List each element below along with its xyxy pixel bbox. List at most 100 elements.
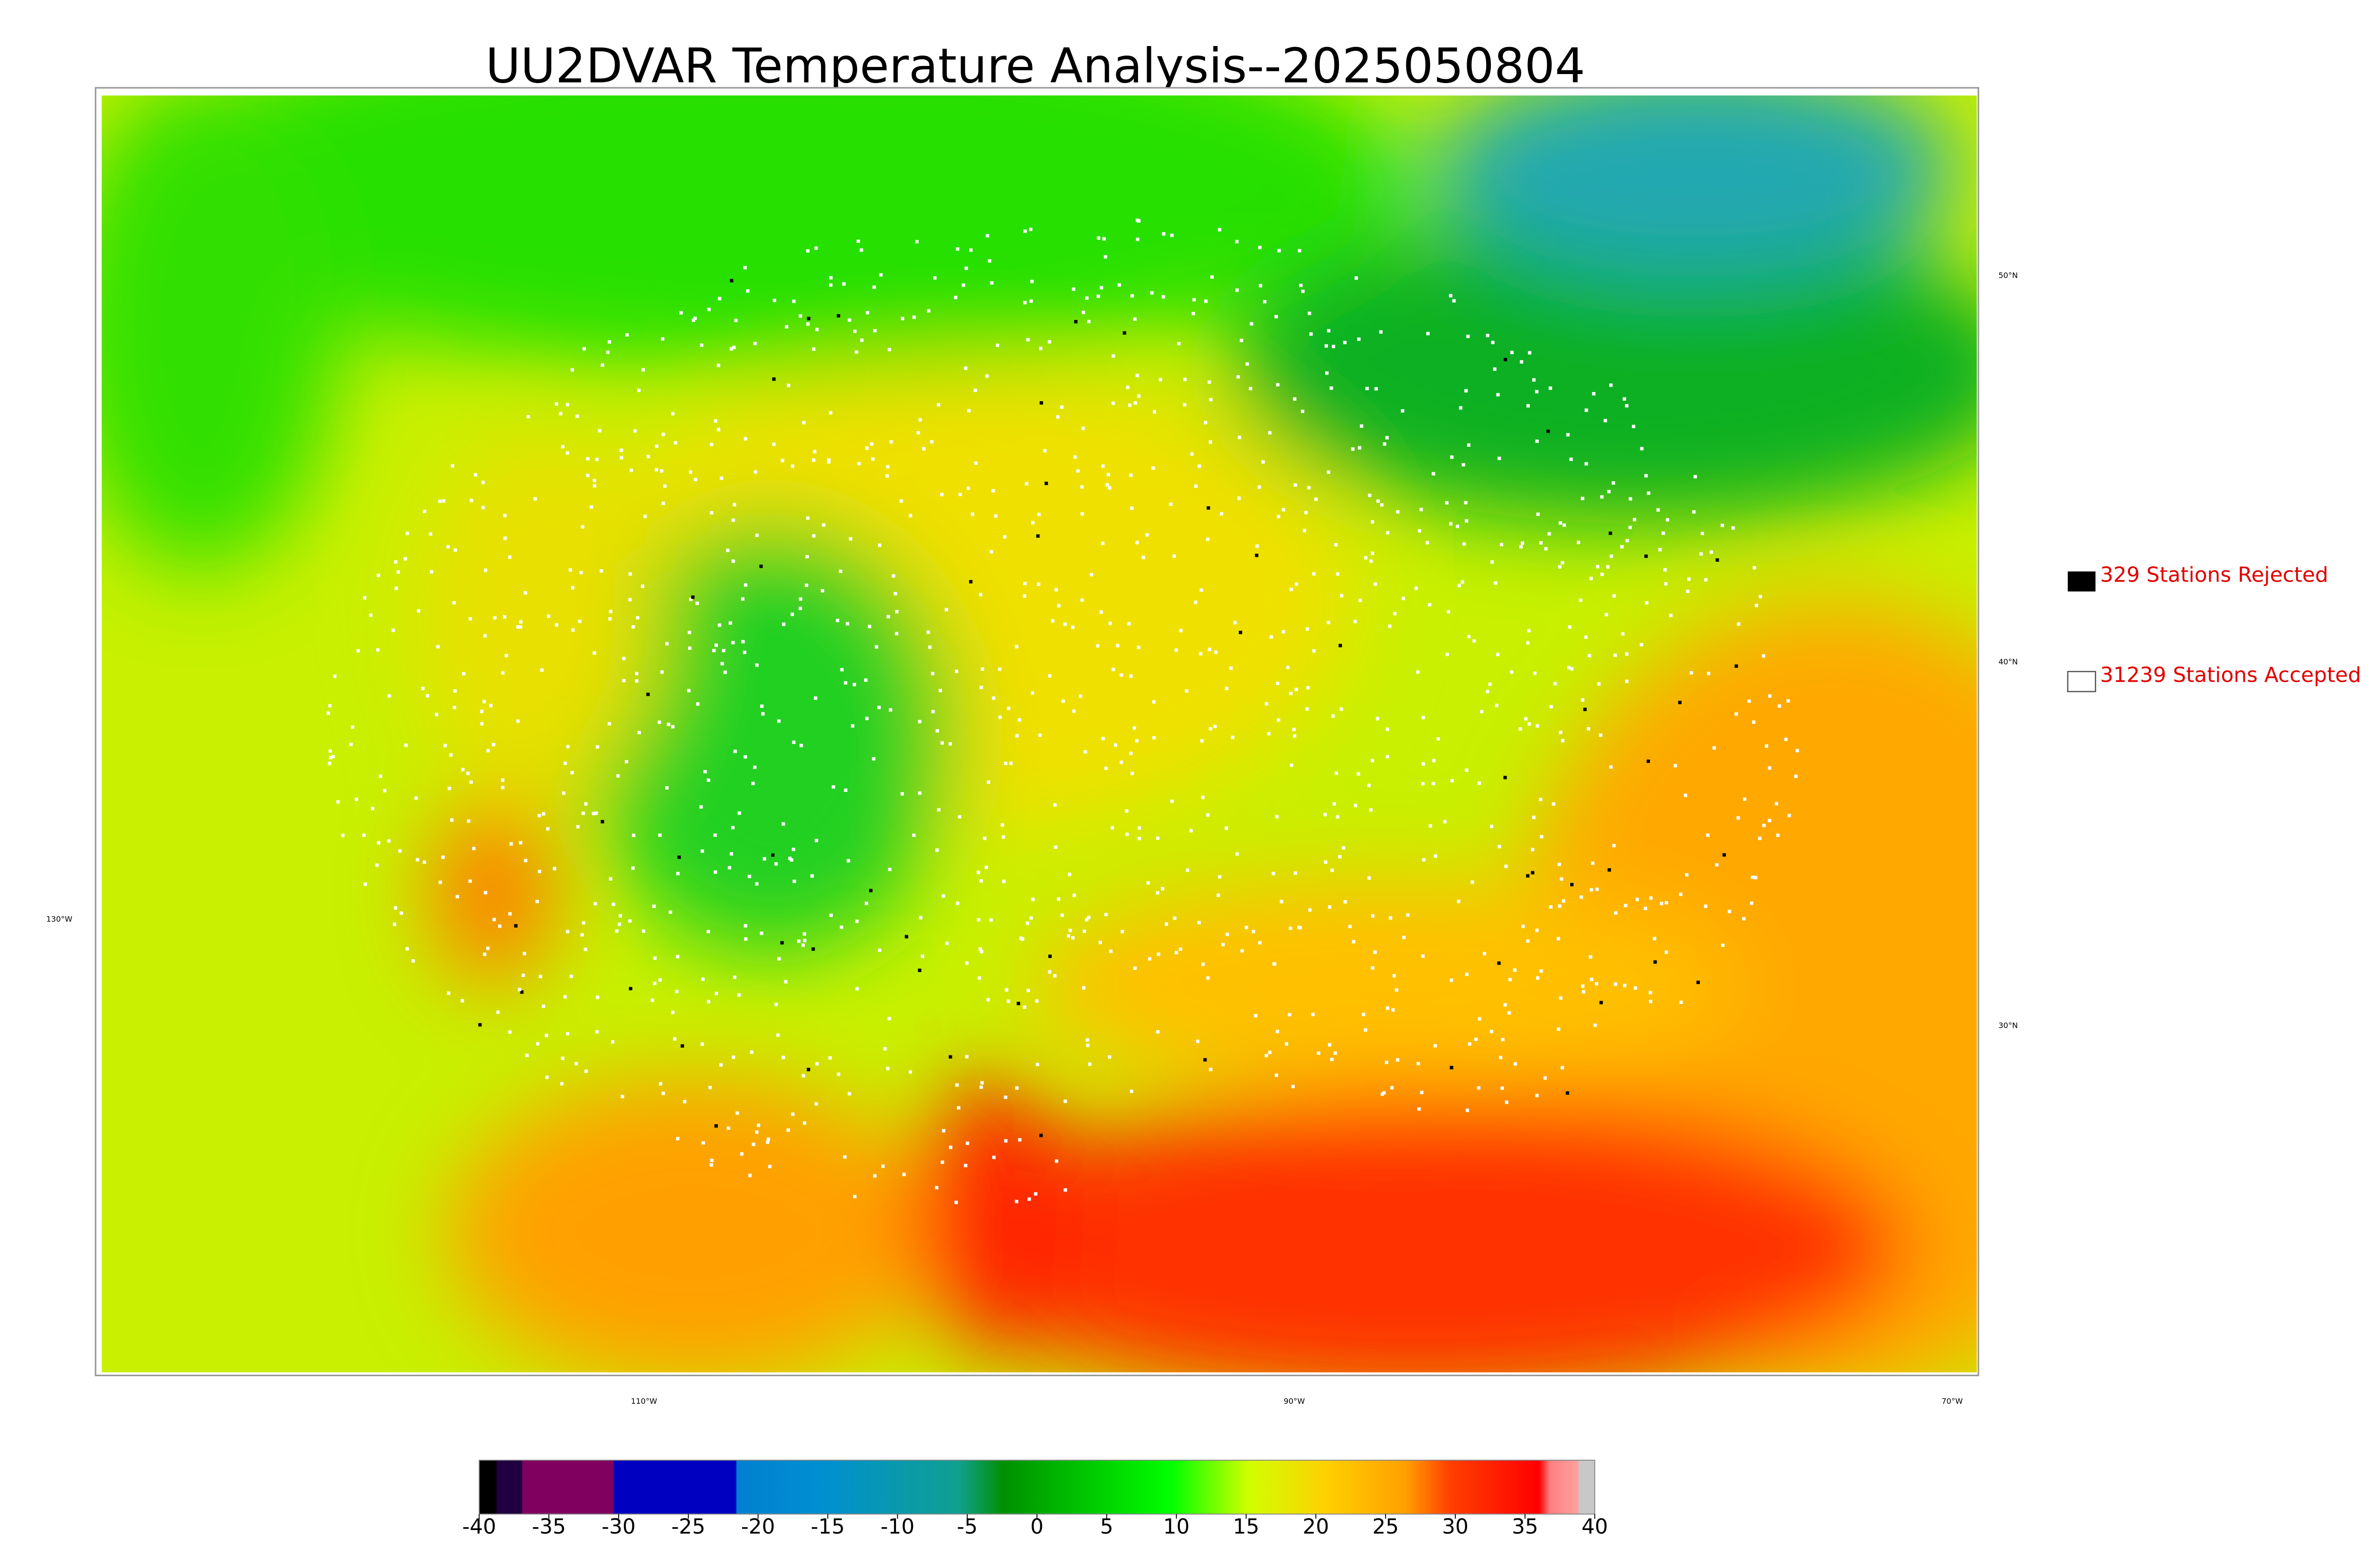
station-dot [1449, 522, 1453, 526]
station-dot [964, 366, 968, 370]
station-dot [423, 509, 426, 513]
station-dot [1421, 782, 1425, 786]
station-dot [616, 774, 620, 778]
station-dot [1768, 694, 1772, 698]
station-dot [1704, 904, 1707, 908]
station-dot [486, 947, 490, 950]
station-dot [669, 911, 672, 914]
station-dot [570, 368, 574, 372]
station-dot [1338, 644, 1342, 648]
station-dot [504, 654, 509, 657]
station-dot [1526, 874, 1530, 878]
station-dot [1064, 1099, 1067, 1103]
station-dot [1299, 283, 1303, 287]
station-dot [1436, 737, 1440, 741]
station-dot [1101, 737, 1105, 741]
station-dot [1057, 897, 1061, 901]
station-dot [1312, 649, 1316, 653]
station-dot [399, 911, 403, 915]
station-dot [1402, 936, 1406, 939]
station-dot [812, 534, 816, 538]
station-dot [1379, 330, 1383, 334]
station-dot [785, 325, 789, 329]
station-dot [586, 474, 590, 478]
station-dot [1009, 761, 1013, 765]
station-dot [1108, 1055, 1112, 1059]
station-dot [1663, 568, 1667, 572]
station-dot [1520, 541, 1525, 545]
station-dot [1369, 559, 1373, 563]
station-dot [1472, 639, 1476, 643]
station-dot [1503, 1003, 1507, 1007]
station-dot [1175, 951, 1178, 955]
station-dot [503, 536, 507, 540]
station-dot [1768, 818, 1771, 823]
station-dot [728, 621, 732, 625]
station-dot [777, 719, 781, 723]
station-dot [1754, 876, 1758, 880]
station-dot [1649, 896, 1653, 900]
station-dot [1085, 1038, 1089, 1042]
station-dot [661, 501, 665, 505]
station-dot [1200, 739, 1204, 743]
station-dot [935, 1186, 939, 1190]
station-dot [1220, 512, 1224, 516]
station-dot [593, 651, 596, 655]
station-dot [1587, 654, 1592, 657]
station-dot [480, 722, 484, 726]
station-dot [1635, 898, 1639, 901]
station-dot [1547, 532, 1551, 536]
station-dot [1192, 298, 1196, 301]
station-dot [442, 499, 446, 503]
station-dot [812, 347, 816, 351]
station-dot [592, 812, 595, 816]
station-dot [1133, 317, 1137, 321]
station-dot [1421, 762, 1425, 766]
station-dot [1560, 877, 1564, 881]
station-dot [621, 1095, 624, 1099]
station-dot [1531, 847, 1535, 852]
station-dot [1669, 613, 1673, 617]
station-dot [1385, 1006, 1390, 1010]
station-dot [1375, 717, 1379, 721]
station-dot [1527, 629, 1531, 633]
station-dot [1293, 871, 1297, 875]
lon-label: 110°W [631, 1397, 657, 1406]
station-dot [1599, 1001, 1603, 1005]
station-dot [414, 796, 418, 800]
station-dot [1113, 743, 1118, 747]
station-dot [1244, 926, 1248, 930]
station-dot [1513, 1062, 1517, 1066]
station-dot [1165, 922, 1168, 926]
station-dot [466, 771, 470, 775]
station-dot [1709, 550, 1713, 554]
station-dot [1090, 573, 1093, 577]
station-dot [362, 833, 366, 837]
station-dot [1023, 582, 1027, 585]
station-dot [363, 883, 367, 886]
station-dot [1464, 389, 1468, 393]
station-dot [676, 872, 680, 875]
station-dot [561, 445, 565, 449]
station-dot [1579, 598, 1583, 602]
station-dot [1185, 689, 1188, 693]
station-dot [522, 952, 527, 956]
station-dot [1371, 914, 1375, 918]
field-blob [924, 1093, 1911, 1372]
station-dot [1002, 880, 1006, 883]
station-dot [1249, 387, 1253, 391]
station-dot [1328, 1043, 1331, 1047]
station-dot [969, 580, 973, 583]
station-dot [791, 847, 795, 851]
station-dot [1039, 347, 1043, 350]
station-dot [601, 820, 604, 824]
station-dot [395, 586, 398, 590]
station-dot [1751, 875, 1754, 879]
station-dot [688, 646, 692, 650]
station-dot [582, 347, 586, 351]
station-dot [1218, 228, 1222, 232]
station-dot [1150, 291, 1154, 295]
station-dot [535, 900, 539, 903]
station-dot [866, 311, 869, 315]
